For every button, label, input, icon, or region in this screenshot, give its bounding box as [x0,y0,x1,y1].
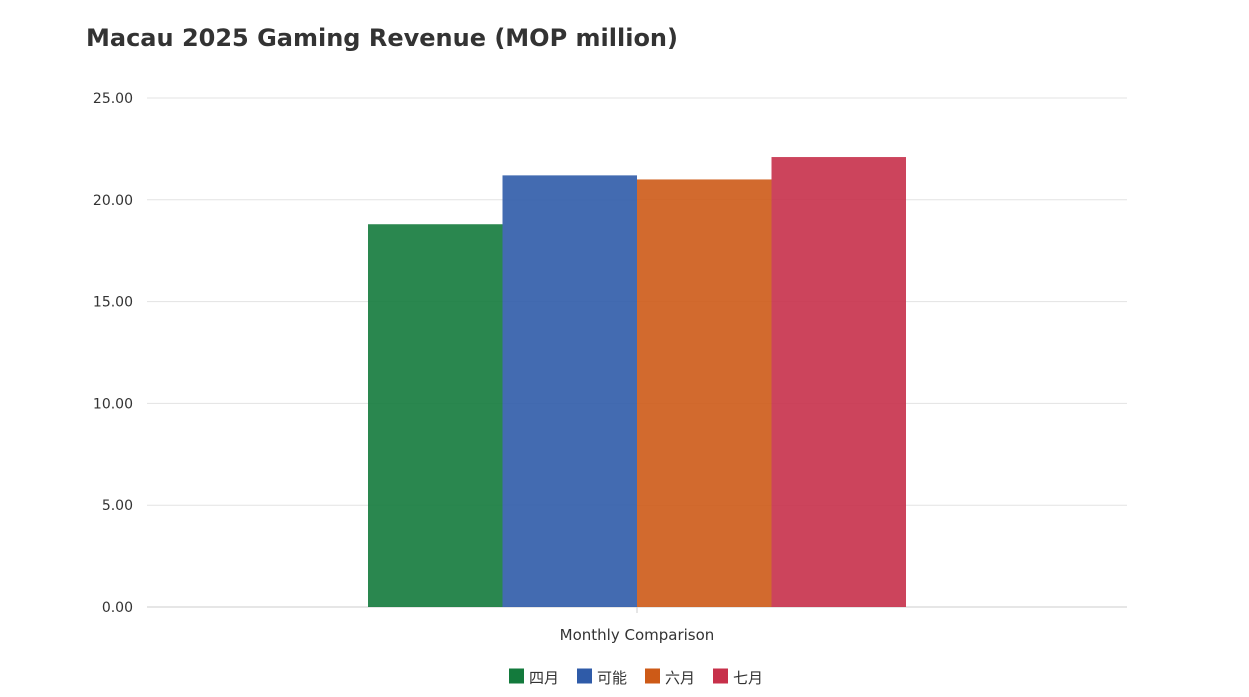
y-tick-label: 5.00 [102,498,133,514]
legend-swatch [713,668,728,684]
x-axis: Monthly Comparison [560,607,715,644]
y-tick-label: 20.00 [93,193,133,209]
legend-item-1[interactable]: 四月 [509,668,559,688]
legend-item-4[interactable]: 七月 [713,668,763,688]
y-tick-label: 0.00 [102,600,133,616]
legend-item-2[interactable]: 可能 [577,668,627,688]
legend-swatch [509,668,524,684]
bars [368,157,907,608]
x-category-label: Monthly Comparison [560,626,715,644]
y-tick-label: 10.00 [93,396,133,412]
legend-label: 七月 [733,669,763,687]
legend-label: 四月 [529,669,559,687]
bar-1[interactable] [368,224,503,607]
legend-item-3[interactable]: 六月 [645,668,695,688]
legend-label: 六月 [665,669,695,687]
legend[interactable]: 四月 可能 六月 七月 [509,668,763,688]
y-tick-label: 15.00 [93,295,133,311]
bar-3[interactable] [637,179,772,607]
chart-title: Macau 2025 Gaming Revenue (MOP million) [86,24,678,52]
legend-swatch [645,668,660,684]
legend-label: 可能 [597,669,627,687]
bar-2[interactable] [502,175,638,608]
y-axis: 0.00 5.00 10.00 15.00 20.00 25.00 [93,91,133,616]
bar-4[interactable] [771,157,907,607]
legend-swatch [577,668,592,684]
y-tick-label: 25.00 [93,91,133,107]
